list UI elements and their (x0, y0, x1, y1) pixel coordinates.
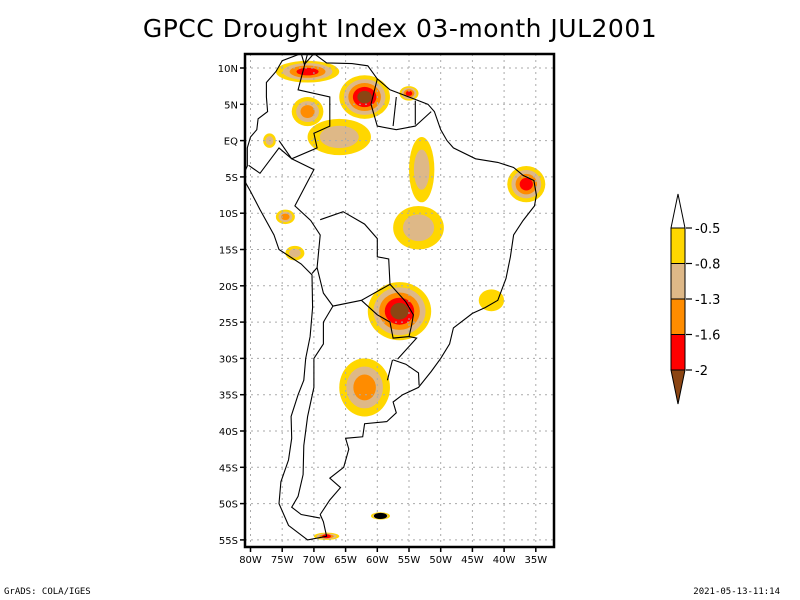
y-tick-label: 25S (219, 318, 238, 329)
south-america-coastline (245, 54, 537, 541)
grads-credit: GrADS: COLA/IGES (4, 587, 91, 597)
country-border (248, 147, 321, 274)
y-tick-label: 30S (219, 354, 238, 365)
y-tick-label: 5N (224, 100, 238, 111)
y-tick-label: 40S (219, 427, 238, 438)
drought-fill-layer (263, 60, 546, 540)
country-border (370, 78, 432, 131)
colorbar-segment (670, 263, 686, 300)
y-tick-label: 15S (219, 246, 238, 257)
plot-frame (243, 52, 556, 549)
colorbar-label: -1.6 (695, 329, 720, 344)
gridlines (245, 54, 554, 547)
y-tick-label: EQ (224, 137, 238, 148)
x-tick-label: 65W (334, 555, 357, 566)
y-tick-label: 10S (219, 209, 238, 220)
coastlines-and-borders (245, 54, 537, 541)
drought-contour-peru-south-coast (289, 248, 301, 258)
country-border (397, 336, 418, 360)
country-border (392, 359, 420, 386)
colorbar-segment (670, 227, 686, 264)
country-border (386, 359, 394, 381)
y-tick-label: 50S (219, 500, 238, 511)
colorbar-label: -0.5 (695, 222, 720, 237)
colorbar-lower-arrow (670, 369, 686, 405)
country-border (290, 305, 334, 519)
timestamp: 2021-05-13-11:14 (693, 587, 780, 597)
drought-contour-argentina-central (353, 374, 376, 401)
y-tick-label: 35S (219, 391, 238, 402)
colorbar-legend: -0.5 -0.8 -1.3 -1.6 -2 (670, 193, 720, 405)
y-tick-label: 45S (219, 463, 238, 474)
y-tick-label: 10N (218, 64, 238, 75)
map-title: GPCC Drought Index 03-month JUL2001 (142, 14, 658, 43)
colorbar-segment (670, 298, 686, 335)
x-tick-label: 45W (461, 555, 484, 566)
x-tick-label: 50W (429, 555, 452, 566)
drought-contour-suriname-french-guiana (405, 90, 413, 96)
x-axis-ticks: 80W 75W 70W 65W 60W 55W 50W 45W 40W 35W (239, 547, 547, 566)
x-tick-label: 75W (271, 555, 294, 566)
x-tick-label: 35W (524, 555, 547, 566)
country-border (278, 54, 331, 160)
drought-contour-ne-brazil-rio-grande-do-norte- (519, 177, 533, 191)
drought-contour-se-brazil-coast (478, 289, 505, 312)
y-tick-label: 55S (219, 536, 238, 547)
drought-contour-mato-grosso (402, 214, 435, 242)
x-tick-label: 60W (366, 555, 389, 566)
colorbar-segment (670, 334, 686, 371)
x-tick-label: 70W (303, 555, 326, 566)
drought-contour-para-central (413, 149, 430, 190)
x-tick-label: 80W (239, 555, 262, 566)
x-tick-label: 40W (493, 555, 516, 566)
drought-contour-northern-colombia-venezuela-coast (296, 67, 319, 76)
y-axis-ticks: 10N 5N EQ 5S 10S 15S 20S 25S 30S 35S 40S 45S 50S 55S (218, 64, 245, 547)
drought-contour-amazon-nw (319, 125, 359, 149)
drought-contour-colombia-central (300, 105, 315, 119)
drought-contour-peru-central (281, 213, 290, 221)
drought-contour-paraguay-parana (390, 302, 409, 320)
drought-contour-venezuela-guyana-north (357, 90, 372, 104)
falkland-islands (373, 512, 388, 519)
colorbar-label: -2 (695, 364, 708, 379)
colorbar-label: -0.8 (695, 258, 720, 273)
y-tick-label: 5S (225, 173, 238, 184)
country-border (316, 211, 391, 307)
colorbar-upper-arrow (670, 193, 686, 229)
colorbar-label: -1.3 (695, 293, 720, 308)
y-tick-label: 20S (219, 282, 238, 293)
x-tick-label: 55W (398, 555, 421, 566)
country-border (392, 96, 397, 127)
